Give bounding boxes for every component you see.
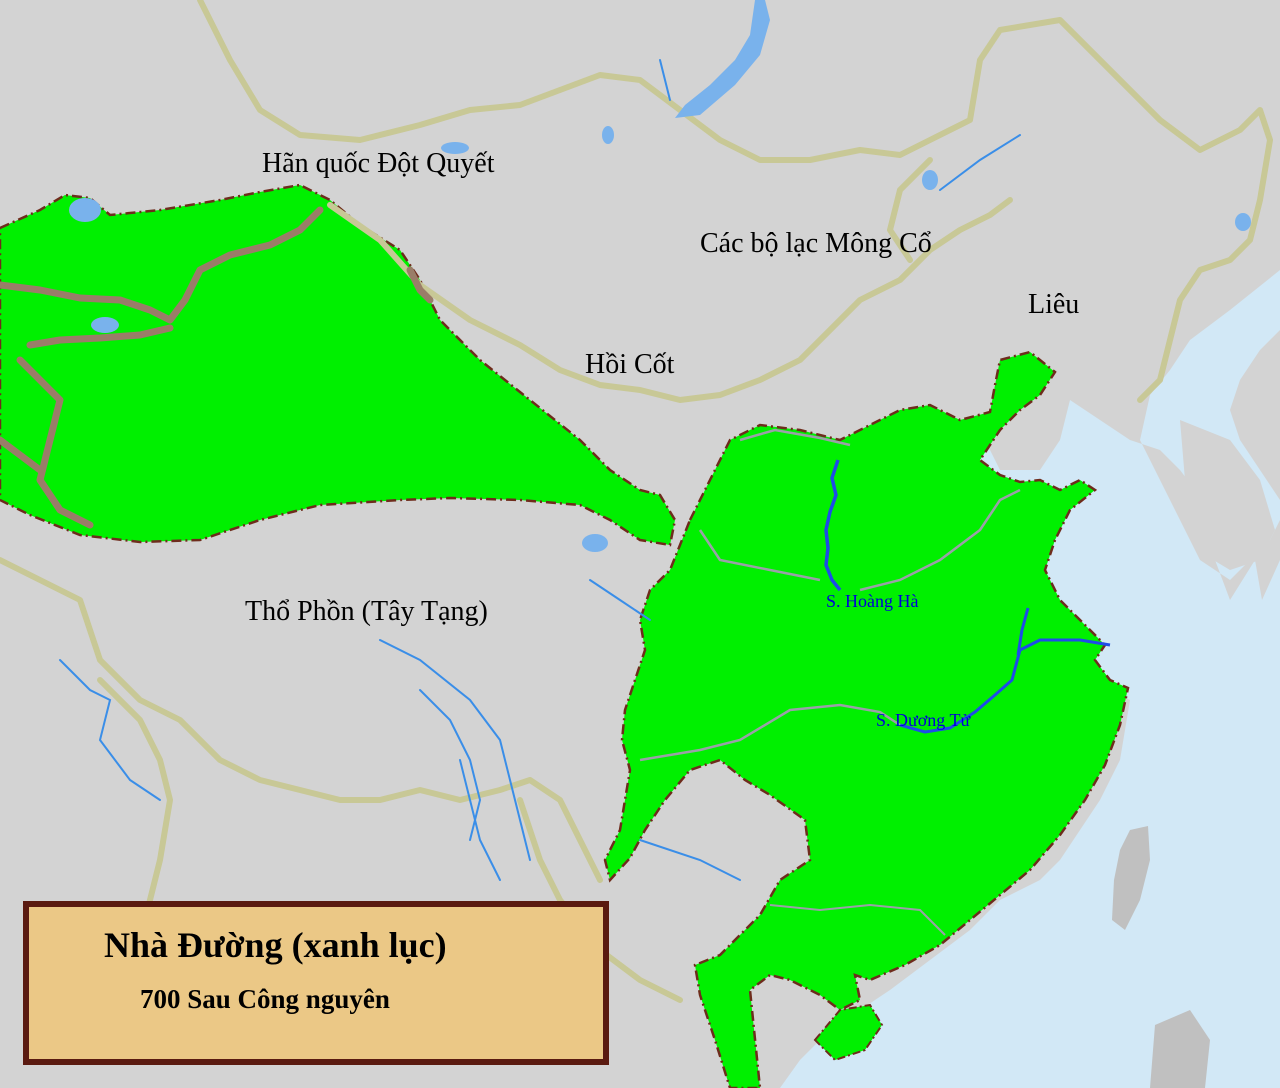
region-label-turkic: Hãn quốc Đột Quyết — [262, 148, 495, 179]
yellow-river — [824, 459, 842, 592]
legend-subtitle: 700 Sau Công nguyên — [140, 984, 390, 1014]
river-label-yangtze: S. Dương Tử — [876, 710, 971, 730]
region-label-tibet: Thổ Phồn (Tây Tạng) — [245, 596, 488, 627]
western-internal-borders — [0, 206, 434, 529]
yangtze-river — [899, 638, 1111, 734]
tang-main-territory — [603, 350, 1130, 1088]
hainan-island — [813, 1003, 884, 1062]
yangtze-river-upper — [639, 703, 901, 762]
legend-box: Nhà Đường (xanh lục) 700 Sau Công nguyên — [23, 901, 609, 1065]
river-label-yellow: S. Hoàng Hà — [826, 591, 919, 611]
region-label-uyghur: Hồi Cốt — [585, 349, 675, 380]
legend-title: Nhà Đường (xanh lục) — [104, 925, 447, 965]
yellow-river-lower — [698, 428, 1021, 592]
lakes — [69, 0, 1251, 552]
rivers — [59, 59, 1021, 881]
grand-canal — [1016, 607, 1030, 656]
tang-western-territory — [0, 183, 677, 547]
korea-land — [1180, 420, 1275, 570]
taiwan-island — [1112, 826, 1150, 930]
region-label-liao: Liêu — [1028, 289, 1079, 320]
legend-frame — [23, 901, 609, 1065]
pearl-river — [769, 903, 946, 936]
region-label-mongol: Các bộ lạc Mông Cổ — [700, 228, 932, 259]
luzon-island — [1150, 1010, 1210, 1088]
